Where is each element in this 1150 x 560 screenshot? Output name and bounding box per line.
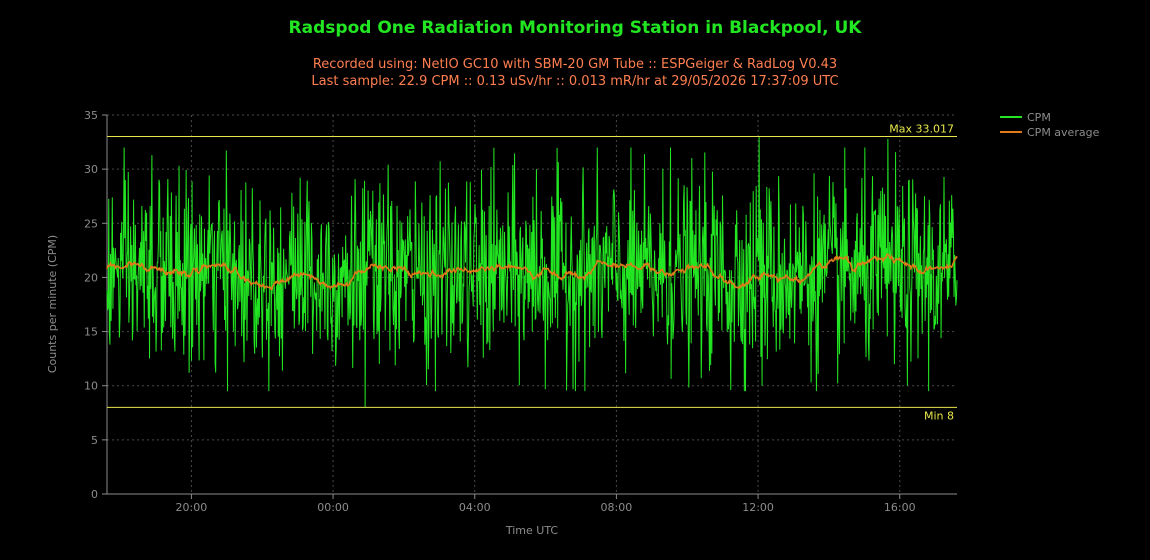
- y-tick-label: 25: [84, 217, 98, 230]
- x-tick-label: 12:00: [742, 501, 774, 514]
- y-tick-label: 20: [84, 271, 98, 284]
- x-tick-label: 00:00: [317, 501, 349, 514]
- y-tick-label: 10: [84, 380, 98, 393]
- y-tick-label: 30: [84, 163, 98, 176]
- chart-subtitle-recorded: Recorded using: NetIO GC10 with SBM-20 G…: [313, 57, 837, 72]
- reference-line-label: Min 8: [924, 409, 954, 422]
- y-tick-label: 0: [91, 488, 98, 501]
- series-line-cpm-average: [106, 253, 958, 291]
- y-tick-label: 35: [84, 109, 98, 122]
- x-axis-label: Time UTC: [505, 524, 559, 537]
- legend-label: CPM: [1027, 111, 1051, 124]
- y-axis-label: Counts per minute (CPM): [46, 235, 59, 373]
- x-tick-label: 16:00: [884, 501, 916, 514]
- reference-line-label: Max 33.017: [889, 122, 954, 135]
- y-tick-label: 15: [84, 326, 98, 339]
- x-tick-label: 08:00: [601, 501, 633, 514]
- chart-axes: 0 5 10 15 20 25 30 35 20:00 00:00 04:00 08:00 12:00 1…: [84, 109, 957, 514]
- legend-label: CPM average: [1027, 126, 1100, 139]
- series-line-cpm: [106, 136, 958, 408]
- chart-subtitle-last-sample: Last sample: 22.9 CPM :: 0.13 uSv/hr :: …: [311, 74, 838, 89]
- chart-legend: CPM CPM average: [1000, 111, 1100, 139]
- series-layer: [106, 136, 958, 408]
- y-tick-label: 5: [91, 434, 98, 447]
- x-tick-label: 04:00: [459, 501, 491, 514]
- x-tick-label: 20:00: [176, 501, 208, 514]
- reference-lines: Max 33.017 Min 8: [107, 122, 957, 422]
- chart-title: Radspod One Radiation Monitoring Station…: [289, 18, 863, 38]
